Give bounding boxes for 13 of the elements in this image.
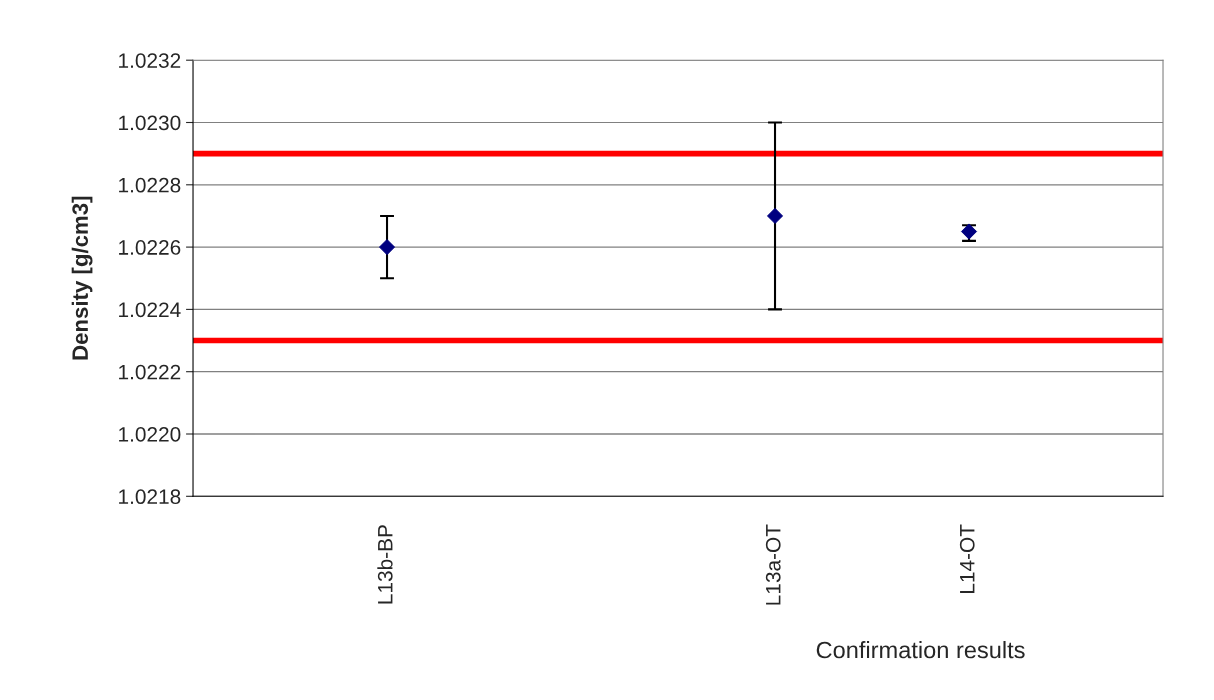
y-tick-label: 1.0228 xyxy=(119,177,181,193)
x-tick-label: L13b-BP xyxy=(377,525,393,604)
y-tick-label: 1.0230 xyxy=(119,115,181,131)
y-tick-label: 1.0220 xyxy=(119,427,181,442)
y-tick-label: 1.0218 xyxy=(119,489,181,505)
y-tick-label: 1.0232 xyxy=(119,53,181,68)
y-tick-label: 1.0224 xyxy=(119,302,181,318)
x-axis-title: Confirmation results xyxy=(816,641,1025,659)
y-axis-title: Density [g/cm3] xyxy=(71,196,93,360)
y-tick-label: 1.0222 xyxy=(119,364,181,380)
x-tick-label: L14-OT xyxy=(959,524,975,593)
y-tick-label: 1.0226 xyxy=(119,240,181,255)
x-tick-label: L13a-OT xyxy=(765,524,781,605)
